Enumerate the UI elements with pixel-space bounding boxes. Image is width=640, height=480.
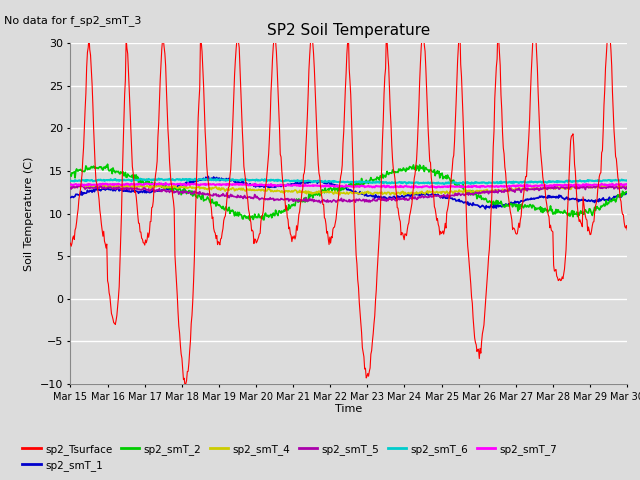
Text: TZ_osu: TZ_osu [0, 479, 1, 480]
Y-axis label: Soil Temperature (C): Soil Temperature (C) [24, 156, 34, 271]
Title: SP2 Soil Temperature: SP2 Soil Temperature [267, 23, 431, 38]
Legend: sp2_Tsurface, sp2_smT_1, sp2_smT_2, sp2_smT_4, sp2_smT_5, sp2_smT_6, sp2_smT_7: sp2_Tsurface, sp2_smT_1, sp2_smT_2, sp2_… [18, 439, 561, 475]
X-axis label: Time: Time [335, 405, 362, 414]
Text: No data for f_sp2_smT_3: No data for f_sp2_smT_3 [4, 15, 141, 25]
